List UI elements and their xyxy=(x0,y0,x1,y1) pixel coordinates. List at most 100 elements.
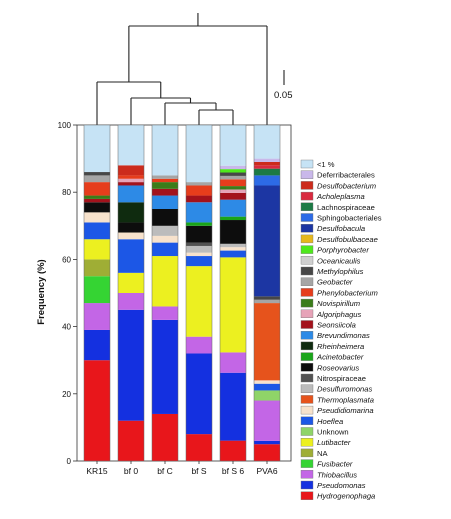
bar-segment xyxy=(84,195,110,199)
dendrogram xyxy=(96,13,268,125)
legend-swatch xyxy=(300,256,314,265)
legend-label: Lachnospiraceae xyxy=(317,203,375,212)
legend-label: Desulfobacula xyxy=(317,224,365,233)
legend-item: Algoriphagus xyxy=(300,309,362,319)
bar-stack-bf-0 xyxy=(117,124,145,462)
bar-segment xyxy=(220,220,246,244)
bar-segment xyxy=(220,172,246,176)
legend-item: Thiobacillus xyxy=(300,470,357,479)
legend-label: Seonsiicola xyxy=(317,321,356,330)
bar-segment xyxy=(220,372,246,441)
x-tick-label: KR15 xyxy=(86,466,108,476)
bar-segment xyxy=(84,172,110,176)
legend-swatch xyxy=(300,181,314,190)
bar-segment xyxy=(186,353,212,435)
legend-item: Pseudomonas xyxy=(300,480,366,490)
bar-segment xyxy=(152,178,178,183)
bar-stack-kr15 xyxy=(83,124,111,462)
bar-segment xyxy=(118,178,144,183)
legend-label: Lutibacter xyxy=(317,438,351,447)
legend-label: Geobacter xyxy=(317,278,353,287)
legend-swatch xyxy=(300,405,314,415)
legend-swatch xyxy=(300,459,314,468)
bar-segment xyxy=(220,440,246,461)
bar-segment xyxy=(186,185,212,196)
plot-frame xyxy=(76,124,292,462)
y-tick-label: 100 xyxy=(58,121,72,130)
bar-segment xyxy=(152,209,178,226)
legend-label: Fusibacter xyxy=(317,460,353,469)
x-tick-label: PVA6 xyxy=(256,466,277,476)
bar-segment xyxy=(84,303,110,330)
bar-segment xyxy=(84,125,110,173)
bar-segment xyxy=(220,179,246,187)
legend-label: Roseovarius xyxy=(317,363,359,372)
bar-segment xyxy=(186,225,212,243)
bar-segment xyxy=(254,185,280,297)
bar-segment xyxy=(220,250,246,258)
bar-segment xyxy=(84,198,110,203)
legend-item: Thermoplasmata xyxy=(300,395,374,404)
x-tick-label: bf S xyxy=(191,466,206,476)
bar-segment xyxy=(118,202,144,223)
x-tick-label: bf C xyxy=(157,466,173,476)
legend-label: <1 % xyxy=(317,160,335,169)
legend-item: Oceanicaulis xyxy=(300,256,361,265)
legend-item: NA xyxy=(300,448,328,458)
legend-label: Acholeplasma xyxy=(316,192,365,201)
legend-item: Porphyrobacter xyxy=(300,245,369,255)
legend-swatch xyxy=(300,170,314,179)
bar-segment xyxy=(254,299,280,304)
bar-segment xyxy=(186,256,212,267)
legend-swatch xyxy=(300,288,314,297)
legend-swatch xyxy=(300,320,314,329)
bar-segment xyxy=(220,247,246,251)
bar-segment xyxy=(220,199,246,217)
y-tick-label: 80 xyxy=(62,188,71,197)
bar-segment xyxy=(152,413,178,461)
legend-swatch xyxy=(300,395,314,404)
legend-label: Algoriphagus xyxy=(316,310,362,319)
legend-swatch xyxy=(300,491,314,500)
legend-label: Hydrogenophaga xyxy=(317,492,375,501)
bar-segment xyxy=(118,232,144,240)
bar-segment xyxy=(152,319,178,414)
bar-segment xyxy=(254,383,280,391)
bar-segment xyxy=(254,390,280,401)
bar-segment xyxy=(254,165,280,169)
legend-label: Unknown xyxy=(317,428,349,437)
legend-label: Hoeflea xyxy=(317,417,343,426)
bar-segment xyxy=(186,195,212,203)
legend-label: Methylophilus xyxy=(317,267,364,276)
legend-label: Desulfobulbaceae xyxy=(317,235,378,244)
legend-swatch xyxy=(300,352,314,361)
legend-item: Fusibacter xyxy=(300,459,353,469)
legend-label: Thermoplasmata xyxy=(317,395,374,404)
legend-swatch xyxy=(300,202,314,212)
legend-swatch xyxy=(300,438,314,447)
bar-segment xyxy=(118,182,144,186)
bar-segment xyxy=(118,125,144,166)
bar-segment xyxy=(152,195,178,209)
legend-swatch xyxy=(300,191,314,201)
bar-segment xyxy=(220,257,246,353)
legend-item: Seonsiicola xyxy=(300,320,356,330)
bar-segment xyxy=(254,400,280,441)
bar-segment xyxy=(254,296,280,300)
legend-swatch xyxy=(300,427,314,436)
legend-swatch xyxy=(300,266,314,276)
bar-segment xyxy=(84,175,110,183)
bar-segment xyxy=(84,202,110,213)
legend-label: Pseudomonas xyxy=(317,481,366,490)
legend-item: Phenylobacterium xyxy=(300,288,378,297)
legend-item: Lutibacter xyxy=(300,438,351,447)
legend-swatch xyxy=(300,448,314,458)
bar-segment xyxy=(152,306,178,320)
legend-item: Unknown xyxy=(300,427,349,437)
legend-swatch xyxy=(300,331,314,340)
legend-label: Deferribacterales xyxy=(317,171,375,180)
bar-segment xyxy=(84,276,110,304)
legend-item: Roseovarius xyxy=(300,363,359,372)
bar-segment xyxy=(254,444,280,461)
